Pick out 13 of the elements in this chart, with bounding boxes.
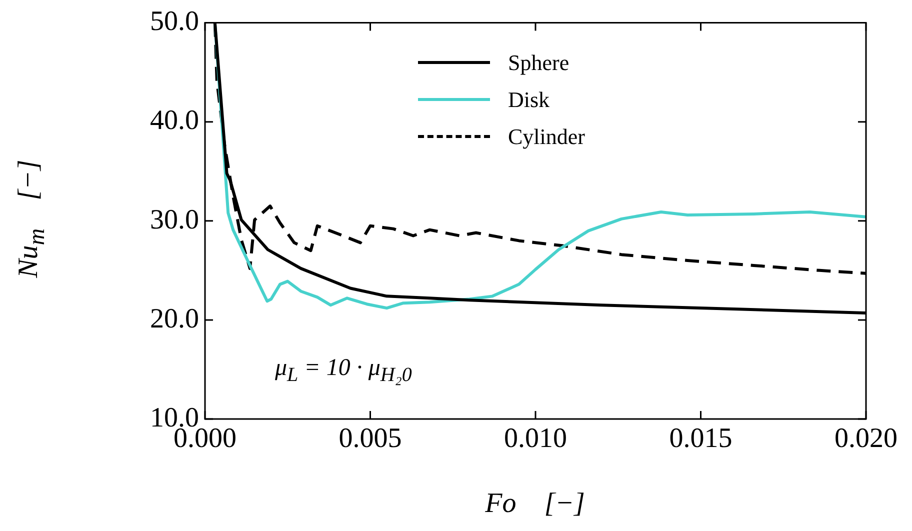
- y-tick-label: 40.0: [150, 105, 199, 136]
- y-tick-label: 30.0: [150, 204, 199, 236]
- legend-label: Disk: [508, 86, 550, 112]
- x-tick-label: 0.010: [504, 423, 567, 454]
- x-tick-label: 0.015: [669, 423, 732, 454]
- y-tick-label: 50.0: [150, 6, 199, 38]
- x-tick-label: 0.005: [338, 423, 402, 454]
- annotation: μ$_{L}$ = 10 · μ$_{H₂0}$: [275, 355, 412, 387]
- x-axis-title: Fo [−]: [485, 488, 585, 520]
- y-tick-label: 20.0: [150, 303, 199, 334]
- x-tick-label: 0.020: [834, 423, 898, 454]
- legend-label: Cylinder: [508, 124, 585, 150]
- legend-label: Sphere: [508, 50, 570, 76]
